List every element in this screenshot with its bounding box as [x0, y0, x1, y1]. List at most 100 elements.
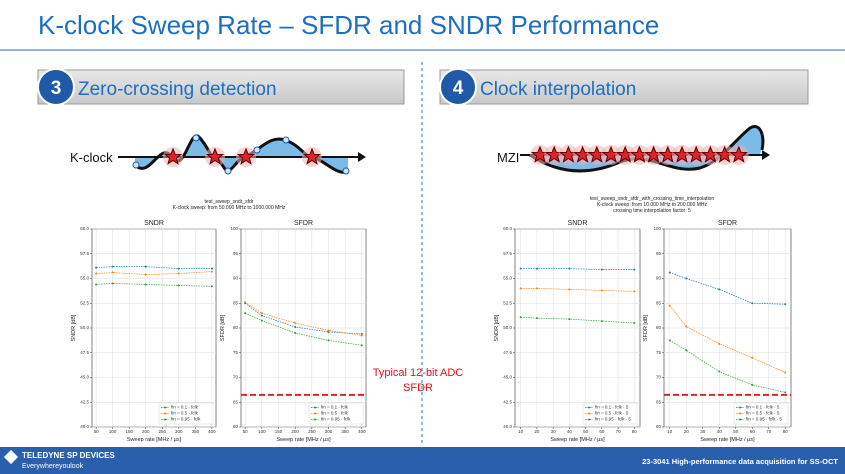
- x-tick-label: 50: [733, 429, 739, 434]
- data-point: [633, 290, 636, 293]
- x-tick-label: 20: [684, 429, 690, 434]
- data-point: [210, 267, 213, 270]
- series-line: [96, 283, 212, 287]
- plot-suptitle: crossing time interpolation factor: 5: [613, 208, 691, 214]
- data-point: [244, 301, 247, 304]
- x-tick-label: 30: [551, 429, 557, 434]
- series-line: [96, 271, 212, 275]
- data-point: [519, 287, 522, 290]
- legend-marker: [314, 412, 316, 415]
- data-point: [535, 267, 538, 270]
- y-tick-label: 42.5: [503, 399, 512, 404]
- diagram-label: K-clock: [70, 150, 113, 165]
- data-point: [294, 322, 297, 325]
- x-tick-label: 50: [583, 429, 589, 434]
- legend-label: fin = 0.1 · fclk: [171, 405, 199, 410]
- data-point: [210, 285, 213, 288]
- y-tick-label: 90: [233, 276, 239, 281]
- y-tick-label: 52.5: [80, 300, 89, 305]
- x-tick-label: 70: [616, 429, 622, 434]
- legend-marker: [164, 412, 166, 415]
- data-point: [360, 344, 363, 347]
- data-point: [519, 267, 522, 270]
- x-tick-label: 80: [783, 429, 789, 434]
- x-tick-label: 300: [325, 429, 333, 434]
- footer-text: 23-3041 High-performance data acquisitio…: [642, 457, 838, 466]
- y-axis-label: SFDR [dB]: [643, 314, 649, 341]
- data-point: [685, 325, 688, 328]
- x-tick-label: 60: [750, 429, 756, 434]
- data-point: [327, 330, 330, 333]
- mzi-diagram: [520, 125, 770, 173]
- x-tick-label: 40: [717, 429, 723, 434]
- data-point: [327, 339, 330, 342]
- y-tick-label: 80: [656, 325, 662, 330]
- star: [728, 144, 750, 166]
- data-point: [718, 288, 721, 291]
- data-point: [177, 272, 180, 275]
- x-tick-label: 70: [766, 429, 772, 434]
- y-tick-label: 75: [233, 350, 239, 355]
- y-tick-label: 95: [656, 251, 662, 256]
- y-tick-label: 85: [656, 300, 662, 305]
- data-point: [633, 268, 636, 271]
- data-point: [751, 383, 754, 386]
- data-point: [144, 273, 147, 276]
- x-axis-label: Sweep rate [MHz / µs]: [127, 437, 182, 443]
- data-point: [177, 284, 180, 287]
- data-point: [144, 265, 147, 268]
- y-tick-label: 60.0: [503, 226, 512, 231]
- y-tick-label: 75: [656, 350, 662, 355]
- y-axis-label: SFDR [dB]: [220, 314, 226, 341]
- data-point: [260, 319, 263, 322]
- logo-text: TELEDYNE SP DEVICES: [22, 451, 115, 460]
- x-tick-label: 250: [159, 429, 167, 434]
- data-point: [535, 317, 538, 320]
- x-tick-label: 150: [125, 429, 133, 434]
- legend-label: fin = 0.95 · fclk: [171, 417, 201, 422]
- section-heading: Zero-crossing detection: [78, 79, 277, 100]
- legend-label: fin = 0.1 · fclk · 5: [746, 405, 780, 410]
- x-tick-label: 200: [142, 429, 150, 434]
- data-point: [784, 371, 787, 374]
- y-tick-label: 40.0: [80, 424, 89, 429]
- x-axis-label: Sweep rate [MHz / µs]: [550, 437, 605, 443]
- data-point: [327, 329, 330, 332]
- y-tick-label: 57.5: [503, 251, 512, 256]
- section-heading: Clock interpolation: [480, 79, 636, 100]
- data-point: [568, 267, 571, 270]
- y-tick-label: 95: [233, 251, 239, 256]
- data-point: [668, 304, 671, 307]
- y-tick-label: 40.0: [503, 424, 512, 429]
- series-line: [96, 266, 212, 269]
- plot-suptitle: K-clock sweep: from 50.000 MHz to 1000.0…: [173, 205, 286, 211]
- y-tick-label: 52.5: [503, 300, 512, 305]
- data-point: [600, 320, 603, 323]
- section-number: 3: [51, 78, 62, 99]
- y-tick-label: 60: [233, 424, 239, 429]
- data-point: [95, 283, 98, 286]
- annotation: SFDR: [403, 382, 433, 394]
- legend-label: fin = 0.95 · fclk · 5: [595, 417, 631, 422]
- x-tick-label: 40: [567, 429, 573, 434]
- data-point: [685, 349, 688, 352]
- x-tick-label: 150: [275, 429, 283, 434]
- y-tick-label: 60.0: [80, 226, 89, 231]
- section-badge: [439, 68, 477, 106]
- y-tick-label: 55.0: [503, 276, 512, 281]
- data-point: [95, 272, 98, 275]
- data-point: [600, 268, 603, 271]
- y-tick-label: 57.5: [80, 251, 89, 256]
- legend-label: fin = 0.5 · fclk: [171, 411, 199, 416]
- y-tick-label: 70: [233, 375, 239, 380]
- y-tick-label: 55.0: [80, 276, 89, 281]
- x-tick-label: 250: [308, 429, 316, 434]
- y-tick-label: 47.5: [503, 350, 512, 355]
- data-point: [568, 288, 571, 291]
- legend-label: fin = 0.5 · fclk · 5: [595, 411, 629, 416]
- x-tick-label: 350: [341, 429, 349, 434]
- legend-marker: [739, 418, 741, 421]
- data-point: [294, 326, 297, 329]
- data-point: [111, 271, 114, 274]
- y-tick-label: 80: [233, 325, 239, 330]
